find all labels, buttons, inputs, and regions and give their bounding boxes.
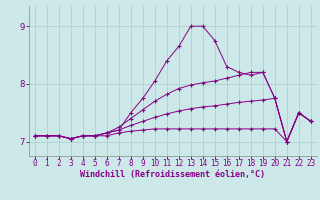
X-axis label: Windchill (Refroidissement éolien,°C): Windchill (Refroidissement éolien,°C) — [80, 170, 265, 179]
